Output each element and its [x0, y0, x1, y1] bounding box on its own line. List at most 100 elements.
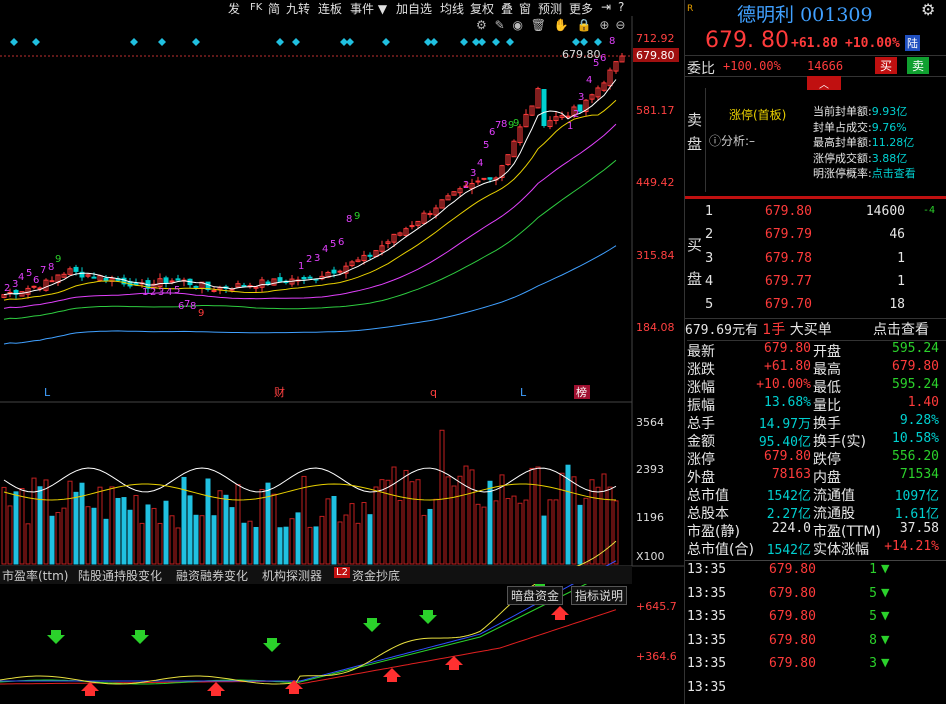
big-order-label: 大买单: [789, 322, 832, 338]
ma20-line: [3, 123, 617, 309]
expand-right-icon[interactable]: ⇥: [601, 0, 612, 14]
candle-body: [457, 188, 463, 194]
candle-body: [301, 277, 307, 280]
indicator-help-button[interactable]: 指标说明: [571, 586, 628, 605]
candle-body: [307, 276, 313, 279]
volume-ma5-line: [3, 467, 617, 493]
dark-pool-button[interactable]: 暗盘资金: [507, 586, 564, 605]
volume-bar: [253, 526, 259, 565]
event-marker-l[interactable]: L: [44, 386, 51, 399]
td-count-label: 7: [495, 120, 501, 131]
toolbar-item-events[interactable]: 事件 ▼: [350, 2, 388, 16]
toolbar-item-fuquan[interactable]: 复权: [470, 2, 495, 16]
moving-average-lines: [3, 79, 617, 345]
td-count-label: 3: [578, 92, 584, 103]
seal-stat-label: 涨停成交额:: [813, 151, 872, 165]
volume-bar: [271, 493, 277, 565]
candle-body: [391, 233, 397, 243]
candle-body: [385, 241, 391, 244]
analysis-label[interactable]: ⓘ分析:–: [709, 134, 756, 148]
volume-bar: [517, 502, 523, 565]
volume-bar: [457, 475, 463, 565]
toolbar-item-add-watchlist[interactable]: 加自选: [396, 2, 433, 16]
bid-level-row[interactable]: 2 679.79 46: [705, 225, 946, 247]
bid-level-row[interactable]: 4 679.77 1: [705, 272, 946, 294]
bid-level-row[interactable]: 1 679.80 14600 -4: [705, 202, 946, 224]
lock-icon[interactable]: 🔒: [576, 18, 592, 32]
td-count-label: 5: [174, 285, 180, 296]
td-count-label: 2: [4, 283, 10, 294]
toolbar-item-fk[interactable]: FK: [250, 2, 263, 13]
stat-value: 679.80: [764, 341, 811, 356]
trash-icon[interactable]: 🗑: [530, 18, 547, 32]
candle-body: [91, 276, 97, 279]
toolbar-item-overlay[interactable]: 叠: [501, 2, 514, 16]
big-order-link[interactable]: 点击查看: [873, 322, 929, 338]
tick-time: 13:35: [687, 585, 727, 601]
tick-price: 679.80: [769, 632, 816, 648]
toolbar-item-lianban[interactable]: 连板: [318, 2, 343, 16]
volume-bar: [217, 490, 223, 565]
sell-button[interactable]: 卖: [907, 57, 930, 74]
volume-bar: [181, 476, 187, 565]
td-count-label: 9: [354, 211, 360, 222]
volume-bar: [223, 494, 229, 565]
pen-icon[interactable]: ✎: [494, 18, 505, 32]
weibi-value: +100.00%: [723, 59, 781, 73]
tab-bottom-fishing[interactable]: 资金抄底: [352, 569, 401, 583]
toolbar-item-fa[interactable]: 发: [228, 2, 241, 16]
bid-level-row[interactable]: 3 679.78 1: [705, 249, 946, 271]
toolbar-item-jiuzhuan[interactable]: 九转: [286, 2, 311, 16]
volume-tick: 2393: [636, 463, 664, 476]
toolbar-item-window[interactable]: 窗: [519, 2, 532, 16]
settings-gear-icon[interactable]: ⚙: [921, 0, 936, 19]
tick-volume: 5: [869, 585, 877, 601]
eye-icon[interactable]: ◉: [512, 18, 523, 32]
event-marker-bg: [574, 385, 590, 399]
candle-body: [601, 82, 607, 91]
toolbar-item-simple[interactable]: 简: [268, 2, 281, 16]
event-marker-ranking[interactable]: 榜: [576, 385, 587, 399]
volume-bar: [397, 499, 403, 565]
seal-probability-link[interactable]: 点击查看: [871, 167, 916, 180]
event-marker-earnings[interactable]: 财: [274, 385, 285, 399]
volume-bar: [433, 498, 439, 565]
td-count-label: 8: [48, 262, 54, 273]
stat-label: 涨幅: [687, 380, 715, 396]
toolbar-item-ma[interactable]: 均线: [440, 2, 465, 16]
toolbar-item-forecast[interactable]: 预测: [538, 2, 563, 16]
collapse-chevron-icon[interactable]: ︿: [807, 76, 841, 91]
stat-value: 10.58%: [892, 431, 939, 446]
td-count-label: 8: [190, 301, 196, 312]
candle-body: [55, 274, 61, 284]
seal-stat-value: 9.93亿: [871, 105, 908, 118]
td-count-label: 5: [26, 268, 32, 279]
td-count-label: 1: [567, 121, 573, 132]
tab-hk-connect[interactable]: 陆股通持股变化: [78, 569, 163, 583]
bid-level-row[interactable]: 5 679.70 18: [705, 295, 946, 317]
tab-margin[interactable]: 融资融券变化: [176, 569, 249, 583]
toolbar-item-more[interactable]: 更多: [569, 2, 594, 16]
zoom-out-icon[interactable]: ⊖: [615, 18, 626, 32]
tab-pe-ttm[interactable]: 市盈率(ttm): [2, 569, 69, 583]
price-tick: 315.84: [636, 249, 675, 262]
down-arrow-icon: [47, 630, 65, 644]
hand-icon[interactable]: ✋: [553, 18, 569, 32]
settings-icon[interactable]: ⚙: [476, 18, 487, 32]
volume-bar: [403, 469, 409, 565]
event-marker-q[interactable]: q: [430, 386, 437, 399]
indicator-tick: +364.6: [636, 650, 677, 663]
tab-institution[interactable]: 机构探测器: [262, 569, 323, 583]
event-marker-l[interactable]: L: [520, 386, 527, 399]
current-price-box: [633, 48, 679, 62]
td-count-label: 6: [178, 301, 184, 312]
bid-volume: 14600: [865, 204, 905, 219]
candle-body: [463, 185, 469, 188]
price-tick: 184.08: [636, 321, 675, 334]
td-count-label: 7: [40, 265, 46, 276]
zoom-in-icon[interactable]: ⊕: [599, 18, 610, 32]
help-icon[interactable]: ?: [618, 0, 625, 14]
candle-body: [595, 87, 601, 98]
buy-button[interactable]: 买: [875, 57, 898, 74]
